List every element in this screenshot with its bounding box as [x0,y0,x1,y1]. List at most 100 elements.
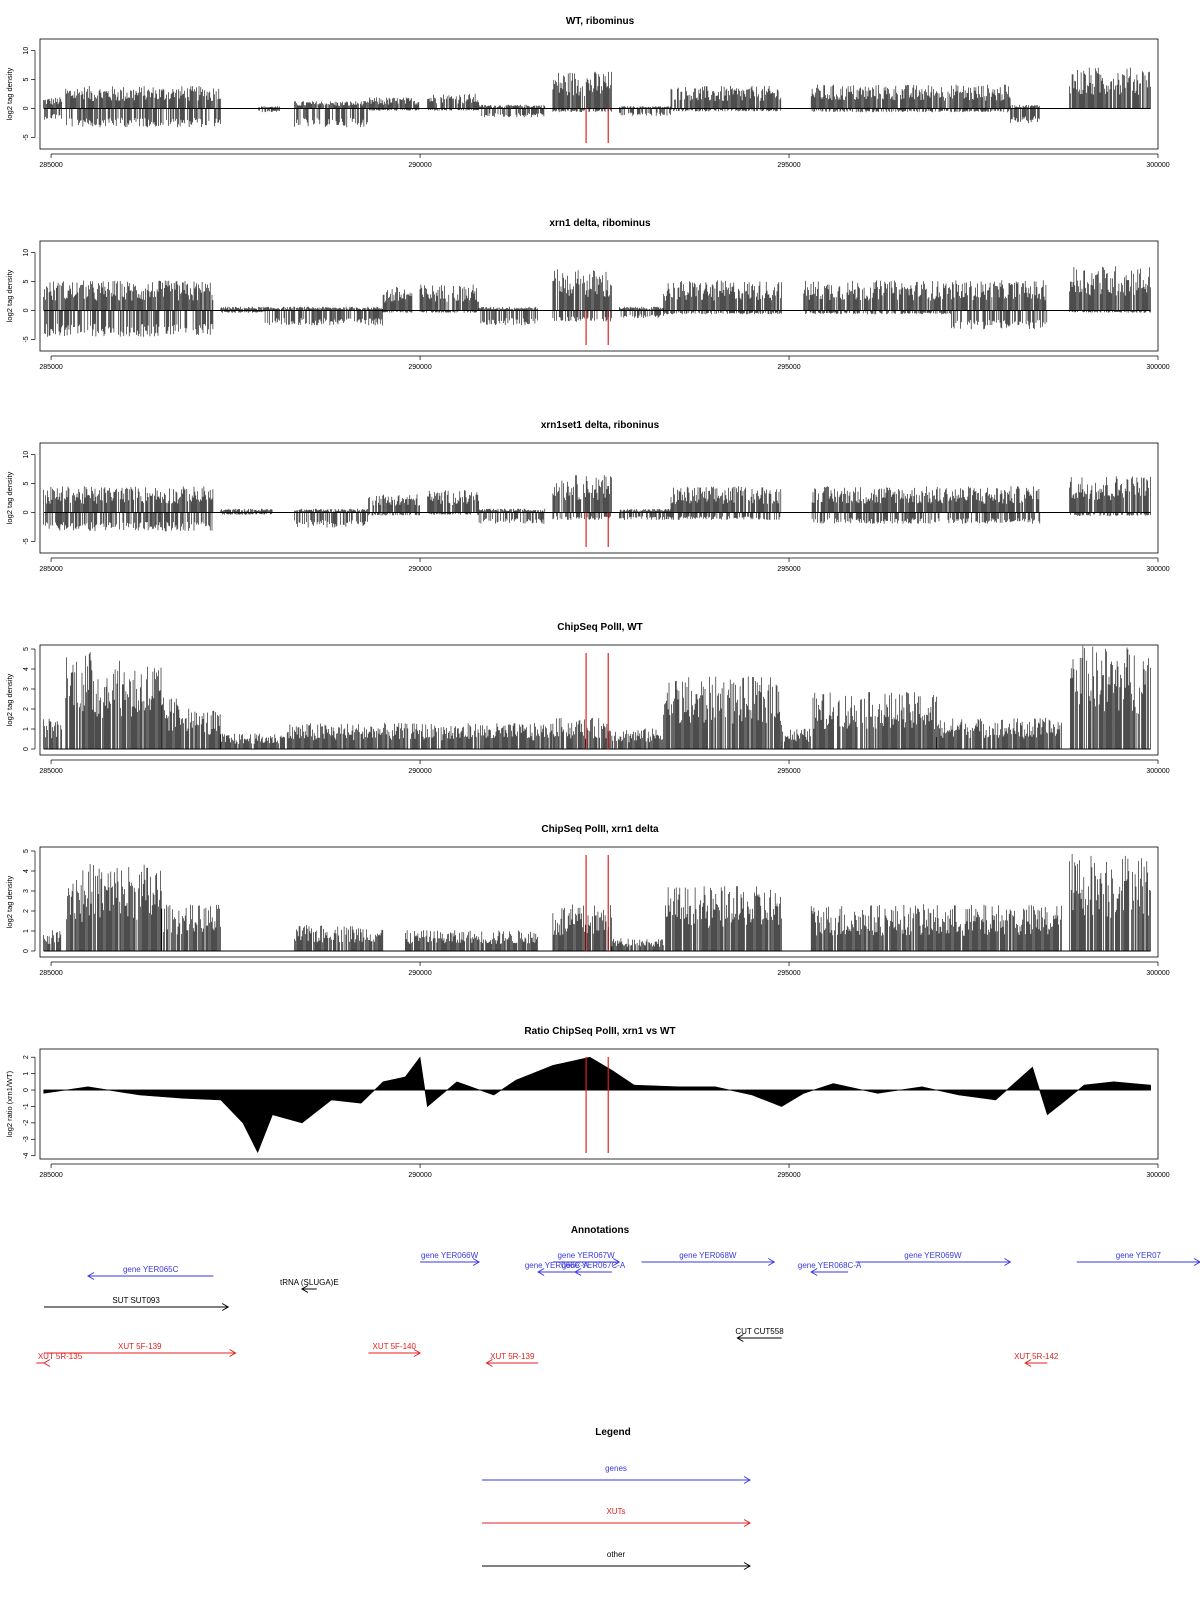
feature-arrow [44,1349,237,1357]
density-bars [43,645,1151,749]
x-tick-label: 295000 [777,566,800,573]
y-tick-label: 0 [23,747,30,751]
plot-frame [39,644,1159,756]
legend-panel: Legend genes XUTs other [482,1427,751,1570]
y-tick-label: -5 [23,134,30,140]
y-tick-label: -1 [23,1103,30,1109]
plot-frame [39,38,1159,150]
arrow-head [613,1258,621,1266]
legend-label: XUTs [606,1507,625,1516]
arrow-head [1024,1359,1032,1367]
panel-5: ChipSeq PolII, xrn1 delta 0 1 2 3 4 5 log2 tag … [5,824,1170,977]
x-tick-label: 285000 [39,566,62,573]
feature-arrow [300,1285,317,1293]
feature-arrow [36,1359,51,1367]
legend-arrow [482,1562,751,1570]
feature-arrow [368,1349,422,1357]
density-bars [43,475,1151,532]
x-tick-label: 285000 [39,162,62,169]
arrow-head [743,1519,751,1527]
feature-arrow [736,1334,782,1342]
feature-label: gene YER067C-A [562,1261,626,1270]
panel-2: xrn1 delta, ribominus -5 0 5 10 log2 tag dens… [5,218,1170,371]
x-tick-label: 295000 [777,1172,800,1179]
feature-arrow [552,1258,621,1266]
ratio-area [43,1056,1151,1154]
y-tick-label: 5 [23,279,30,283]
arrow-head [229,1349,237,1357]
y-tick-label: -4 [23,1153,30,1159]
x-tick-label: 300000 [1146,1172,1169,1179]
feature-arrow [537,1268,576,1276]
feature-arrow [810,1268,849,1276]
feature-label: gene YER068C-A [798,1261,862,1270]
y-axis-label: log2 tag density [5,67,14,120]
y-axis-label: log2 tag density [5,875,14,928]
x-tick-label: 295000 [777,970,800,977]
arrow-head [300,1285,309,1293]
y-tick-label: 10 [23,249,30,257]
feature-label: XUT 5F-139 [118,1342,162,1351]
feature-label: XUT 5R-139 [490,1352,535,1361]
y-tick-label: 10 [23,451,30,459]
plot-frame [39,442,1159,554]
arrow-head [736,1334,744,1342]
x-tick-label: 285000 [39,364,62,371]
arrow-head [472,1258,481,1266]
y-tick-label: 5 [23,849,30,853]
legend-label: other [607,1550,626,1559]
feature-label: CUT CUT558 [735,1327,784,1336]
y-tick-label: 1 [23,727,30,731]
x-tick-label: 300000 [1146,970,1169,977]
feature-arrow [485,1359,539,1367]
x-tick-label: 290000 [408,162,431,169]
arrow-head [43,1359,51,1367]
y-tick-label: -3 [23,1136,30,1142]
x-tick-label: 295000 [777,768,800,775]
y-tick-label: 1 [23,1072,30,1076]
plot-frame [39,846,1159,958]
legend-label: genes [605,1464,627,1473]
arrow-head [537,1268,545,1276]
feature-arrow [420,1258,481,1266]
y-tick-label: -2 [23,1120,30,1126]
feature-arrow [1076,1258,1200,1266]
legend-arrow [482,1519,751,1527]
y-tick-label: 4 [23,667,30,671]
density-bars [43,67,1151,128]
feature-label: XUT 5R-142 [1014,1352,1059,1361]
y-tick-label: 3 [23,687,30,691]
panel-title: ChipSeq PolII, WT [557,622,643,633]
x-tick-label: 300000 [1146,768,1169,775]
x-tick-label: 300000 [1146,364,1169,371]
plot-frame [39,240,1159,352]
annotations-panel: Annotations gene YER065C gene YER066W gene … [36,1225,1200,1367]
feature-label: gene YER067W [557,1251,615,1260]
y-tick-label: 0 [23,308,30,312]
x-tick-label: 290000 [408,768,431,775]
panel-title: WT, ribominus [566,16,635,27]
feature-label: tRNA (SLUGA)E [280,1278,339,1287]
feature-label: gene YER07 [1116,1251,1162,1260]
panel-title: Ratio ChipSeq PolII, xrn1 vs WT [524,1026,675,1037]
x-tick-label: 295000 [777,364,800,371]
y-tick-label: 5 [23,481,30,485]
y-tick-label: 0 [23,510,30,514]
panel-title: xrn1 delta, ribominus [549,218,651,229]
arrow-head [413,1349,422,1357]
y-tick-label: 5 [23,647,30,651]
annotations-title: Annotations [571,1225,630,1236]
x-tick-label: 290000 [408,970,431,977]
panel-1: WT, ribominus -5 0 5 10 log2 tag density 28500… [5,16,1170,169]
feature-label: XUT 5F-140 [372,1342,416,1351]
feature-label: SUT SUT093 [112,1296,160,1305]
panel-6: Ratio ChipSeq PolII, xrn1 vs WT -4 -3 -2 -1 0… [5,1026,1170,1179]
panel-4: ChipSeq PolII, WT 0 1 2 3 4 5 log2 tag density 2… [5,622,1170,775]
y-tick-label: 0 [23,1088,30,1092]
y-tick-label: 2 [23,1055,30,1059]
panel-3: xrn1set1 delta, riboninus -5 0 5 10 log2 tag … [5,420,1170,573]
arrow-head [221,1303,230,1311]
density-bars [43,854,1151,951]
x-tick-label: 290000 [408,364,431,371]
